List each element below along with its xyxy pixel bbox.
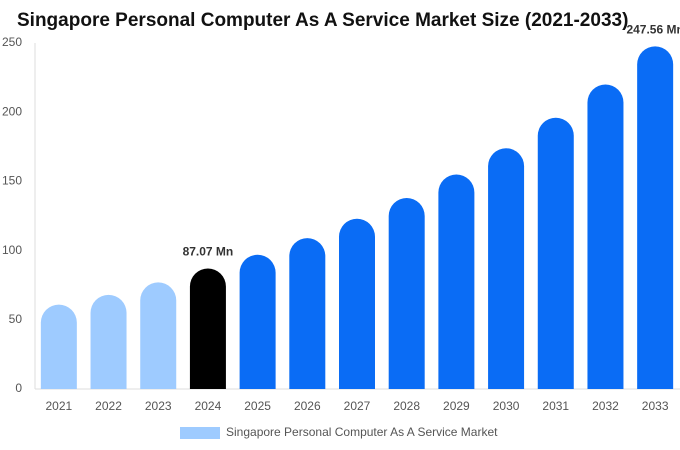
bar <box>438 174 475 389</box>
bar <box>488 148 525 389</box>
x-tick-label: 2027 <box>344 399 371 413</box>
x-tick-label: 2029 <box>443 399 470 413</box>
y-tick-label: 200 <box>2 104 22 118</box>
x-tick-label: 2028 <box>393 399 420 413</box>
x-tick-label: 2032 <box>592 399 619 413</box>
x-tick-label: 2030 <box>493 399 520 413</box>
bar <box>40 304 77 389</box>
chart-title: Singapore Personal Computer As A Service… <box>17 10 628 31</box>
bar <box>140 282 177 389</box>
x-tick-label: 2025 <box>244 399 271 413</box>
x-tick-label: 2021 <box>45 399 72 413</box>
bar <box>388 198 425 389</box>
y-tick-label: 150 <box>2 174 22 188</box>
bar <box>339 218 375 389</box>
bar <box>90 294 127 389</box>
bar <box>189 268 226 389</box>
bar <box>289 238 326 389</box>
y-tick-label: 250 <box>2 35 22 49</box>
bar <box>637 46 674 390</box>
value-label: 87.07 Mn <box>183 245 234 259</box>
y-tick-label: 100 <box>2 243 22 257</box>
value-label: 247.56 Mn <box>626 23 680 37</box>
y-tick-label: 0 <box>15 381 22 395</box>
x-tick-label: 2023 <box>145 399 172 413</box>
x-tick-label: 2024 <box>195 399 222 413</box>
x-tick-label: 2031 <box>542 399 569 413</box>
x-tick-label: 2026 <box>294 399 321 413</box>
bar <box>587 84 624 390</box>
x-tick-label: 2022 <box>95 399 122 413</box>
legend-swatch <box>180 427 220 439</box>
legend-label: Singapore Personal Computer As A Service… <box>226 425 498 439</box>
bar <box>537 117 574 389</box>
y-tick-label: 50 <box>9 312 23 326</box>
x-tick-label: 2033 <box>642 399 669 413</box>
bar <box>239 254 276 389</box>
